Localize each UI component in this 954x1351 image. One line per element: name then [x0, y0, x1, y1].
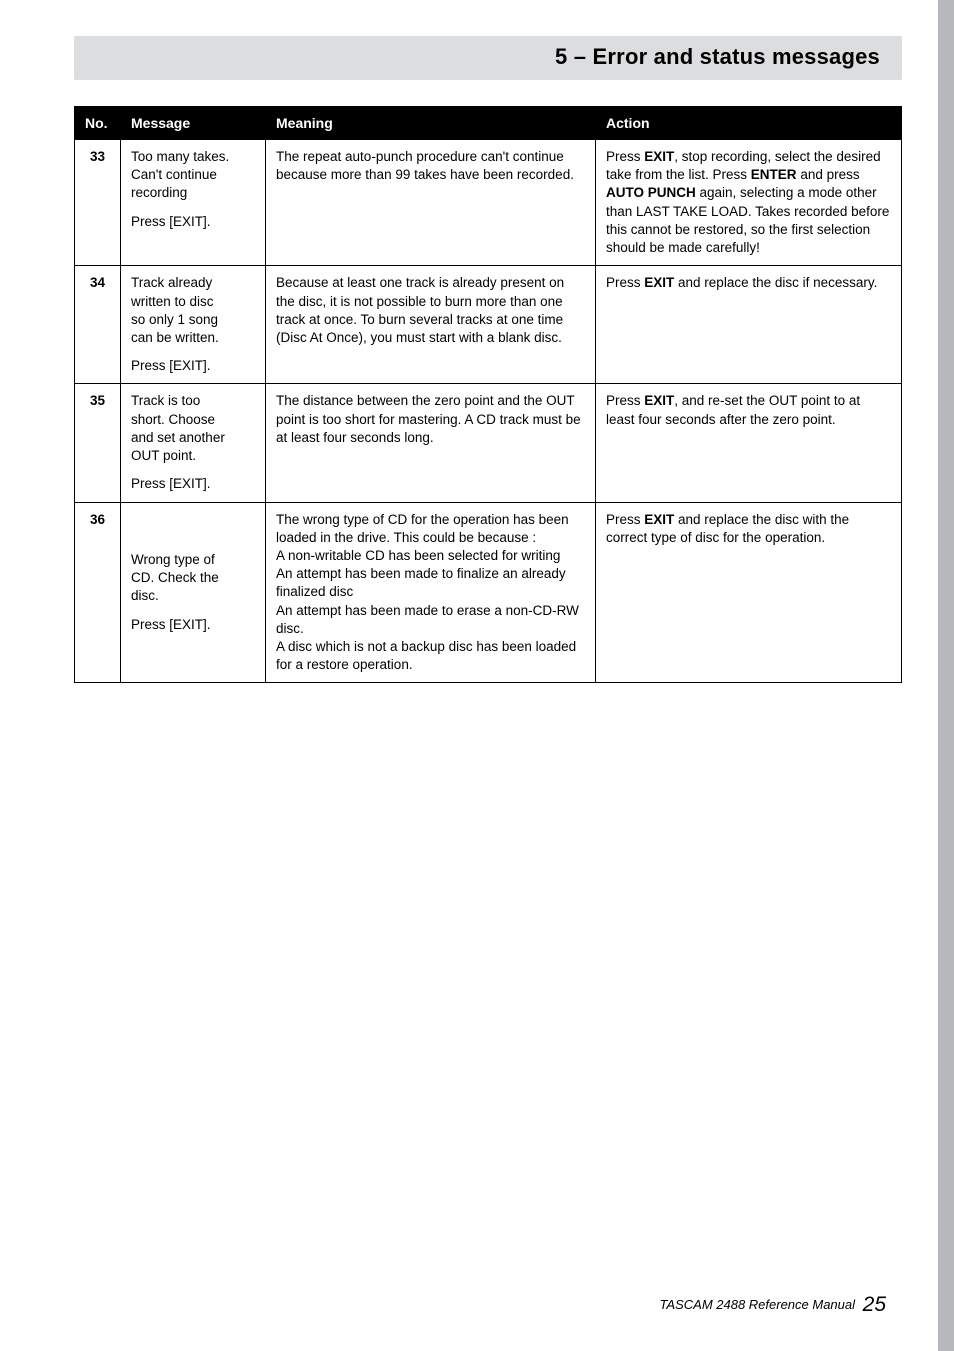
cell-message: Too many takes. Can't continue recording…: [121, 140, 266, 266]
error-table: No. Message Meaning Action 33 Too many t…: [74, 106, 902, 683]
meaning-line: An attempt has been made to erase a non-…: [276, 603, 579, 636]
table-row: 36 Wrong type of CD. Check the disc. Pre…: [75, 502, 902, 683]
msg-line: written to disc: [131, 294, 214, 309]
meaning-line: The wrong type of CD for the operation h…: [276, 512, 569, 545]
msg-exit: Press [EXIT].: [131, 617, 211, 632]
side-tab: [938, 0, 954, 1351]
msg-line: can be written.: [131, 330, 219, 345]
cell-action: Press EXIT and replace the disc if neces…: [596, 266, 902, 384]
table-row: 35 Track is too short. Choose and set an…: [75, 384, 902, 502]
table-row: 33 Too many takes. Can't continue record…: [75, 140, 902, 266]
cell-action: Press EXIT, stop recording, select the d…: [596, 140, 902, 266]
col-action: Action: [596, 107, 902, 140]
msg-exit: Press [EXIT].: [131, 476, 211, 491]
action-text: Press: [606, 149, 644, 164]
cell-meaning: The distance between the zero point and …: [266, 384, 596, 502]
msg-line: Too many takes.: [131, 149, 229, 164]
msg-line: Track is too: [131, 393, 200, 408]
table-header-row: No. Message Meaning Action: [75, 107, 902, 140]
msg-exit: Press [EXIT].: [131, 358, 211, 373]
meaning-line: A non-writable CD has been selected for …: [276, 548, 560, 563]
cell-action: Press EXIT, and re-set the OUT point to …: [596, 384, 902, 502]
cell-meaning: The repeat auto-punch procedure can't co…: [266, 140, 596, 266]
msg-line: so only 1 song: [131, 312, 218, 327]
msg-line: disc.: [131, 588, 159, 603]
action-bold: EXIT: [644, 393, 674, 408]
cell-no: 35: [75, 384, 121, 502]
cell-action: Press EXIT and replace the disc with the…: [596, 502, 902, 683]
msg-line: CD. Check the: [131, 570, 219, 585]
action-text: Press: [606, 512, 644, 527]
msg-line: short. Choose: [131, 412, 215, 427]
footer-text: TASCAM 2488 Reference Manual: [659, 1297, 855, 1312]
col-no: No.: [75, 107, 121, 140]
col-message: Message: [121, 107, 266, 140]
page: 5 – Error and status messages No. Messag…: [0, 0, 954, 1351]
col-meaning: Meaning: [266, 107, 596, 140]
action-bold: ENTER: [751, 167, 797, 182]
msg-line: Can't continue: [131, 167, 217, 182]
msg-exit: Press [EXIT].: [131, 214, 211, 229]
footer: TASCAM 2488 Reference Manual 25: [659, 1293, 886, 1317]
msg-line: OUT point.: [131, 448, 196, 463]
meaning-line: An attempt has been made to finalize an …: [276, 566, 566, 599]
cell-no: 33: [75, 140, 121, 266]
action-text: and press: [797, 167, 860, 182]
action-text: Press: [606, 393, 644, 408]
cell-message: Wrong type of CD. Check the disc. Press …: [121, 502, 266, 683]
header-band: 5 – Error and status messages: [74, 36, 902, 80]
action-bold: EXIT: [644, 275, 674, 290]
action-bold: EXIT: [644, 512, 674, 527]
cell-message: Track already written to disc so only 1 …: [121, 266, 266, 384]
msg-line: Wrong type of: [131, 552, 215, 567]
meaning-line: A disc which is not a backup disc has be…: [276, 639, 576, 672]
table-row: 34 Track already written to disc so only…: [75, 266, 902, 384]
cell-meaning: The wrong type of CD for the operation h…: [266, 502, 596, 683]
cell-message: Track is too short. Choose and set anoth…: [121, 384, 266, 502]
msg-line: Track already: [131, 275, 212, 290]
action-text: Press: [606, 275, 644, 290]
action-bold: AUTO PUNCH: [606, 185, 696, 200]
action-text: and replace the disc if necessary.: [674, 275, 877, 290]
msg-line: and set another: [131, 430, 225, 445]
cell-no: 36: [75, 502, 121, 683]
cell-no: 34: [75, 266, 121, 384]
section-title: 5 – Error and status messages: [555, 44, 880, 69]
cell-meaning: Because at least one track is already pr…: [266, 266, 596, 384]
action-bold: EXIT: [644, 149, 674, 164]
msg-line: recording: [131, 185, 187, 200]
page-number: 25: [863, 1293, 886, 1316]
